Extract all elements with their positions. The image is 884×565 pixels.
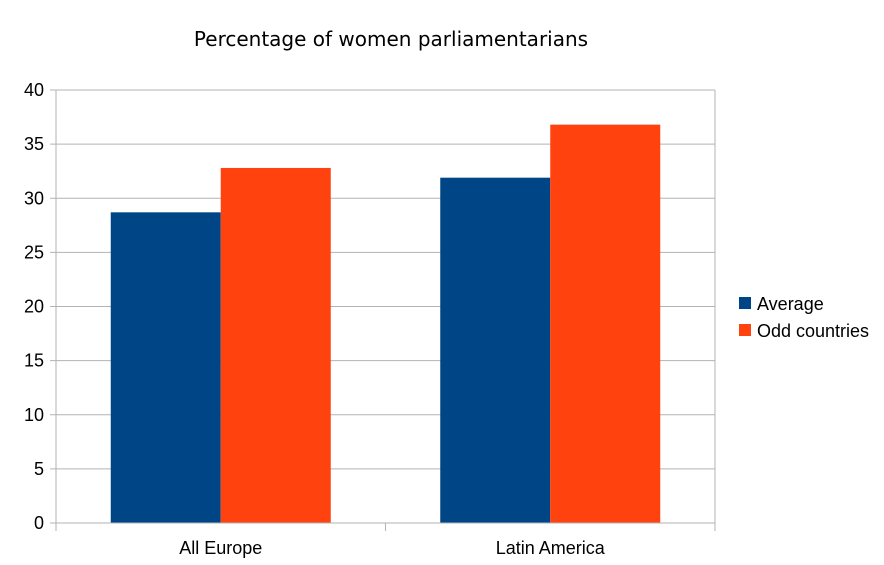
axes [50, 89, 716, 531]
bar-odd-countries-latin-america [550, 124, 661, 523]
y-tick-label: 30 [24, 188, 44, 208]
y-tick-label: 40 [24, 80, 44, 100]
x-category-label: Latin America [496, 538, 606, 558]
legend: Average Odd countries [739, 294, 869, 341]
bar-average-latin-america [440, 177, 551, 523]
legend-label-average: Average [757, 294, 824, 314]
y-tick-label: 5 [34, 459, 44, 479]
y-tick-label: 35 [24, 134, 44, 154]
y-tick-label: 10 [24, 405, 44, 425]
y-tick-label: 20 [24, 297, 44, 317]
x-category-label: All Europe [179, 538, 262, 558]
legend-label-odd-countries: Odd countries [757, 321, 869, 341]
y-tick-labels: 0 5 10 15 20 25 30 35 40 [24, 80, 44, 533]
x-category-labels: All Europe Latin America [179, 538, 606, 558]
bar-odd-countries-all-europe [220, 167, 331, 523]
bar-average-all-europe [110, 212, 221, 523]
chart-title: Percentage of women parliamentarians [194, 27, 588, 51]
y-tick-label: 0 [34, 513, 44, 533]
legend-swatch-average [739, 297, 751, 309]
legend-swatch-odd-countries [739, 324, 751, 336]
y-tick-label: 25 [24, 242, 44, 262]
bars [110, 124, 661, 523]
y-tick-label: 15 [24, 351, 44, 371]
